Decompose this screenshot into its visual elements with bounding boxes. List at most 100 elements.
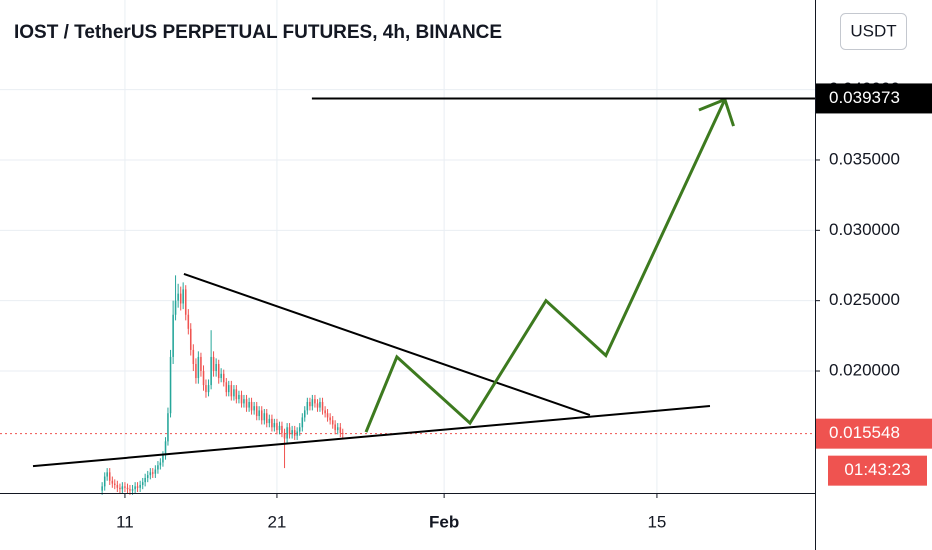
candle-body [197,356,200,379]
candle-body [255,406,258,417]
candle-body [271,418,273,428]
arrow-head [698,97,735,127]
candle-body [159,462,162,466]
candle-body [240,394,243,404]
candle-body [296,431,298,436]
candle-body [309,401,311,407]
candle-body [119,487,121,490]
axes: 1121Feb150.0400000.0350000.0300000.02500… [116,79,932,531]
candle-body [222,373,225,383]
candle-body [220,373,222,379]
candle-body [179,293,182,304]
candle-body [334,424,336,431]
candle-body [200,356,202,372]
candle-body [215,363,217,372]
candle-body [233,389,235,397]
candle-body [227,385,230,393]
candle-body [250,401,253,411]
candle-body [187,314,190,329]
candle-body [291,430,293,435]
candle-body [212,356,215,372]
candle-body [202,371,205,386]
y-tick-label: 0.035000 [829,149,900,168]
candle-body [268,418,271,424]
candle-body [248,401,250,408]
candle-body [154,469,157,474]
candle-body [341,432,344,434]
candle-body [106,472,108,477]
trendline [183,272,591,416]
currency-button[interactable]: USDT [840,13,907,50]
candle-body [129,489,131,491]
target-price-box [816,83,932,114]
candle-body [192,349,195,364]
candle-body [258,410,260,417]
candle-body [316,403,319,408]
candle-body [324,410,326,414]
candle-body [273,423,276,428]
candle-body [144,477,146,483]
candle-body [210,356,212,386]
candle-body [225,382,228,393]
candle-body [235,389,238,400]
candle-body [167,413,169,442]
candle-body [286,427,288,439]
candle-body [162,455,164,463]
chart-title: IOST / TetherUS PERPETUAL FUTURES, 4h, B… [14,22,502,43]
candle-body [116,484,119,488]
candle-body [174,300,177,315]
candle-body [157,465,159,470]
candle-body [169,356,172,414]
candle-body [293,430,296,436]
last-price-box [816,418,932,449]
candle-body [336,427,339,431]
candle-body [141,482,144,485]
candle-body [184,289,187,315]
candle-body [131,489,134,491]
currency-button-label[interactable]: USDT [850,21,896,40]
grid [0,0,815,493]
candle-body [331,420,334,425]
candle-body [136,486,139,488]
x-tick-label: 11 [116,512,134,531]
candle-body [265,413,268,424]
countdown-box [828,455,927,486]
candle-body [243,399,245,404]
candle-body [230,385,233,397]
candle-body [195,363,197,379]
candle-body [298,427,301,432]
candle-body [149,472,152,476]
candle-body [217,363,220,379]
x-tick-label: 15 [647,512,666,531]
candle-body [278,425,281,431]
candle-body [303,410,306,418]
candle-body [182,289,184,304]
candle-body [329,417,331,421]
candle-body [111,480,114,484]
candle-body [281,425,283,433]
candle-body [207,385,210,393]
candle-body [306,401,309,411]
last-price-label: 0.015548 [829,423,900,442]
candle-body [151,472,154,474]
candle-body [263,413,266,421]
candle-body [205,385,207,393]
candle-body [121,486,124,490]
currency-button-box[interactable] [840,13,907,50]
arrow-path [364,98,727,433]
candle-body [301,417,304,428]
candle-body [326,413,329,418]
candle-body [253,406,255,411]
candle-body [288,427,291,435]
candle-body [283,432,286,439]
candle-body [238,394,240,400]
y-tick-label: 0.030000 [829,220,900,239]
candle-body [146,475,149,478]
x-tick-label: 21 [267,512,286,531]
candle-body [245,399,248,408]
y-tick-label: 0.025000 [829,290,900,309]
candle-body [126,487,129,490]
candle-body [139,484,141,488]
